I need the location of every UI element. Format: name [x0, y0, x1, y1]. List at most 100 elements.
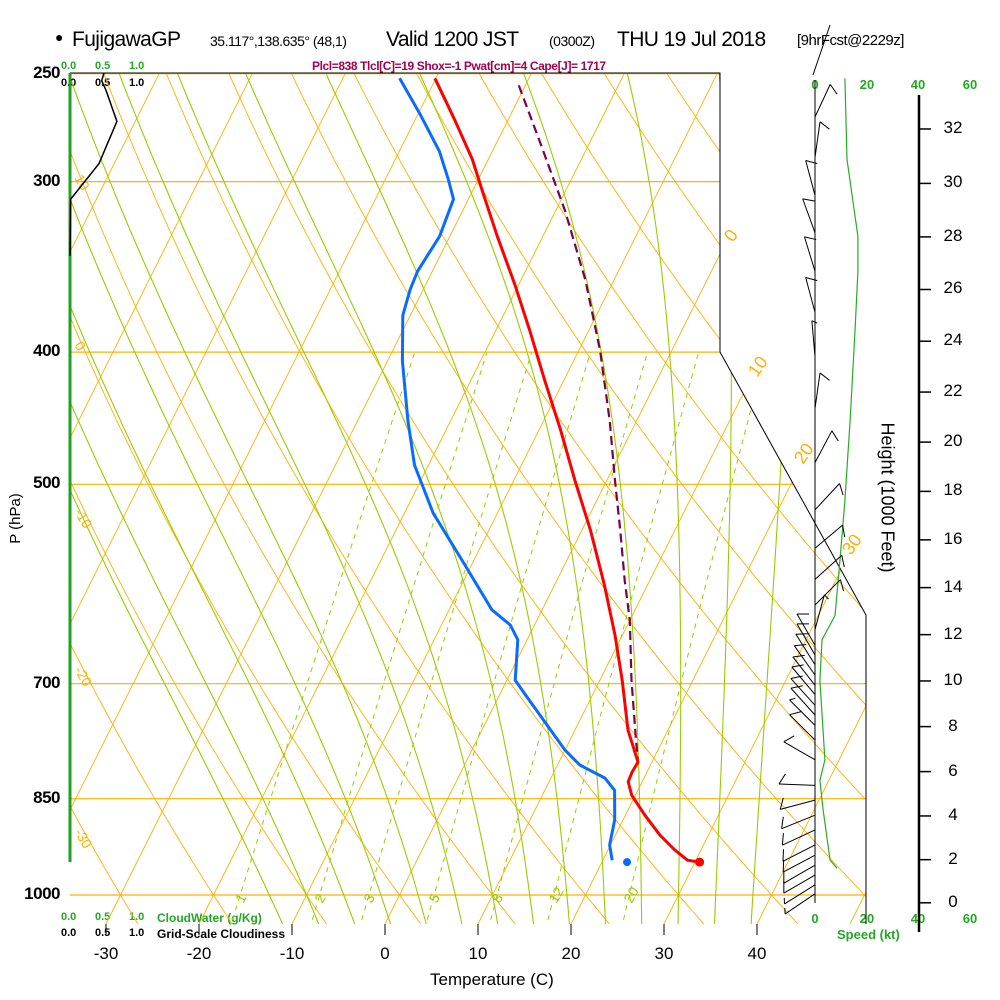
- isotherm-line: [70, 73, 353, 924]
- mixing-ratio-label: 3: [360, 891, 378, 906]
- wind-barb-staff: [796, 613, 816, 646]
- forecast-info: [9hrFcst@2229z]: [797, 32, 904, 49]
- wind-barb-flag: [804, 236, 817, 241]
- dewpoint-line: [398, 77, 617, 861]
- wind-barb-staff: [783, 874, 816, 894]
- isotherm-line: [70, 73, 260, 924]
- height-tick-label: 22: [943, 381, 963, 401]
- wind-barb: [792, 654, 816, 686]
- wind-barb: [814, 554, 845, 580]
- cloudwater-label: CloudWater (g/Kg): [157, 911, 262, 925]
- wind-barb-staff: [796, 623, 816, 656]
- wind-barb-half: [789, 697, 796, 701]
- temperature-tick-label: -20: [186, 944, 212, 963]
- wind-barb: [783, 884, 816, 905]
- dry-adiabat-line: [156, 73, 709, 924]
- wind-barb-flag: [778, 773, 786, 785]
- mixing-ratio-line: [308, 351, 488, 924]
- wind-barb: [779, 797, 816, 810]
- wind-barb: [789, 697, 816, 726]
- mixing-ratio-label: 5: [425, 891, 443, 906]
- dry-adiabat-line: [899, 49, 1000, 929]
- isotherm-line: [70, 73, 167, 924]
- wind-barb: [790, 675, 816, 706]
- wind-barb: [791, 664, 816, 695]
- wind-barb-flag: [783, 735, 795, 743]
- wind-barb-flag: [792, 654, 805, 658]
- cloudwater-tick: 0.5: [95, 911, 111, 923]
- wind-barb-flag: [802, 198, 815, 202]
- height-tick-label: 16: [943, 528, 963, 548]
- wind-barb: [814, 121, 830, 158]
- moist-adiabat-line: [234, 73, 535, 924]
- wind-barb-staff: [814, 121, 821, 158]
- wind-barb-staff: [791, 666, 816, 695]
- isotherm-line: [198, 73, 632, 924]
- height-tick-label: 32: [943, 117, 963, 137]
- temperature-tick-label: 20: [561, 944, 581, 963]
- isotherm-line: [291, 73, 725, 924]
- moist-adiabat-line: [750, 73, 798, 924]
- temperature-line: [433, 77, 700, 864]
- wind-barb-flag: [831, 430, 839, 442]
- wind-barb-staff: [784, 893, 816, 915]
- cloudiness-tick: 0.0: [61, 927, 77, 939]
- speed-tick-top: 20: [859, 77, 875, 92]
- moist-adiabat-line: [70, 73, 393, 924]
- mixing-ratio-label: 12: [545, 884, 567, 906]
- temperature-tick-label: 10: [468, 944, 488, 963]
- wind-barb: [814, 84, 838, 118]
- pressure-tick-label: 850: [33, 787, 60, 807]
- wind-barb: [814, 579, 845, 606]
- mixing-ratio-label: 8: [488, 891, 506, 906]
- cloudwater-tick: 1.0: [129, 911, 145, 923]
- dry-adiabat-line: [774, 73, 866, 924]
- mixing-ratio-line: [545, 351, 700, 924]
- mixing-ratio-line: [228, 351, 416, 924]
- wind-barb-staff: [814, 372, 821, 409]
- mixing-ratio-line: [358, 351, 533, 924]
- height-tick-label: 26: [943, 278, 963, 298]
- wind-barb: [790, 685, 816, 716]
- height-tick-label: 12: [943, 623, 963, 643]
- moist-adiabat-line: [70, 73, 322, 924]
- cloudiness-tick: 1.0: [129, 927, 145, 939]
- dry-adiabat-line: [527, 73, 866, 924]
- wind-barb: [811, 320, 818, 357]
- height-tick-label: 0: [948, 891, 958, 911]
- wind-barb-staff: [789, 699, 816, 726]
- moist-adiabat-line: [70, 73, 358, 924]
- wind-barb-flag: [805, 160, 818, 165]
- wind-barb: [782, 854, 816, 873]
- wind-barb-flag: [794, 644, 807, 647]
- speed-tick-bottom: 0: [811, 911, 819, 926]
- wind-barb: [814, 524, 846, 549]
- temperature-tick-label: -30: [93, 944, 119, 963]
- wind-barb-staff: [783, 741, 816, 761]
- surface-dewpoint-point: [623, 858, 632, 867]
- height-tick-label: 20: [943, 431, 963, 451]
- height-tick-label: 10: [943, 669, 963, 689]
- mixing-ratio-line: [620, 351, 767, 924]
- isotherm-label: 20: [790, 439, 818, 467]
- wind-barb: [814, 430, 839, 463]
- isotherm-label: 0: [720, 226, 742, 246]
- wind-barb-staff: [790, 687, 816, 716]
- dry-adiabat-line: [712, 73, 866, 924]
- height-tick-label: 8: [948, 715, 958, 735]
- wind-barb: [805, 160, 818, 196]
- wind-barb-flag: [842, 525, 846, 538]
- isotherm-line: [663, 73, 866, 924]
- cloudwater-tick: 1.0: [129, 60, 145, 72]
- cloudiness-tick: 1.0: [129, 77, 145, 89]
- wind-barbs: [778, 84, 846, 915]
- wind-barb: [789, 711, 816, 741]
- wind-barb-flag: [789, 711, 802, 716]
- moist-adiabat-line: [109, 73, 464, 924]
- moist-adiabat-line: [70, 73, 286, 924]
- wind-barb-staff: [811, 320, 816, 357]
- isotherm-label: 10: [744, 352, 772, 380]
- station-bullet-icon: ●: [55, 29, 64, 45]
- wind-barb: [782, 844, 816, 862]
- wind-barb-staff: [814, 84, 831, 118]
